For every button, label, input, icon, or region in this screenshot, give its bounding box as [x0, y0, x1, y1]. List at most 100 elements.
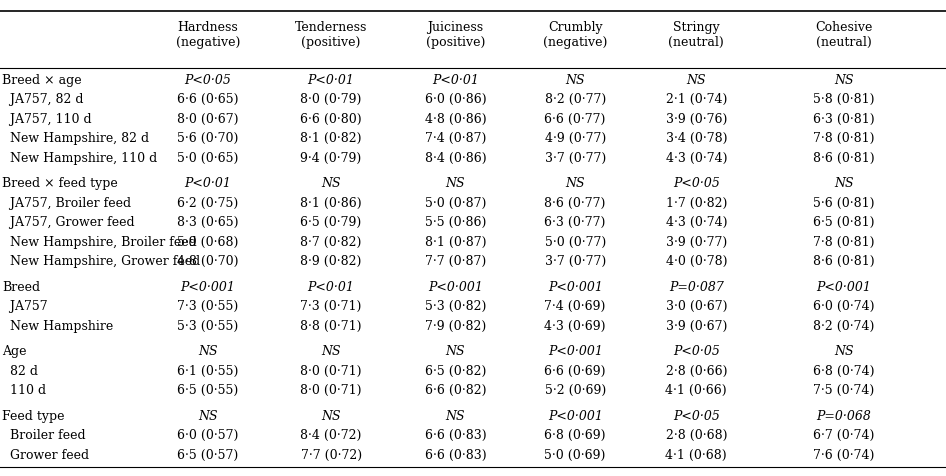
Text: 6·6 (0·69): 6·6 (0·69)	[544, 365, 606, 377]
Text: 3·4 (0·78): 3·4 (0·78)	[665, 132, 727, 145]
Text: 6·7 (0·74): 6·7 (0·74)	[814, 429, 874, 442]
Text: P<0·05: P<0·05	[673, 345, 720, 358]
Text: 9·4 (0·79): 9·4 (0·79)	[301, 152, 361, 165]
Text: NS: NS	[322, 177, 341, 190]
Text: 8·2 (0·74): 8·2 (0·74)	[814, 320, 874, 333]
Text: 5·8 (0·81): 5·8 (0·81)	[813, 93, 875, 106]
Text: 2·8 (0·68): 2·8 (0·68)	[665, 429, 727, 442]
Text: P=0·087: P=0·087	[669, 281, 724, 294]
Text: (positive): (positive)	[426, 36, 485, 49]
Text: 6·5 (0·79): 6·5 (0·79)	[301, 216, 361, 229]
Text: NS: NS	[566, 74, 585, 87]
Text: Juiciness: Juiciness	[428, 21, 483, 34]
Text: 4·3 (0·74): 4·3 (0·74)	[665, 216, 727, 229]
Text: 7·7 (0·87): 7·7 (0·87)	[425, 255, 486, 268]
Text: 6·6 (0·82): 6·6 (0·82)	[425, 384, 486, 397]
Text: 3·9 (0·77): 3·9 (0·77)	[666, 236, 727, 249]
Text: 3·7 (0·77): 3·7 (0·77)	[545, 152, 605, 165]
Text: 4·8 (0·86): 4·8 (0·86)	[425, 113, 486, 126]
Text: NS: NS	[446, 410, 465, 423]
Text: P<0·001: P<0·001	[548, 281, 603, 294]
Text: Hardness: Hardness	[178, 21, 238, 34]
Text: NS: NS	[322, 410, 341, 423]
Text: 4·1 (0·66): 4·1 (0·66)	[665, 384, 727, 397]
Text: Broiler feed: Broiler feed	[2, 429, 85, 442]
Text: 2·8 (0·66): 2·8 (0·66)	[665, 365, 727, 377]
Text: 4·3 (0·69): 4·3 (0·69)	[544, 320, 606, 333]
Text: P<0·01: P<0·01	[307, 281, 355, 294]
Text: 7·7 (0·72): 7·7 (0·72)	[301, 449, 361, 462]
Text: Age: Age	[2, 345, 26, 358]
Text: 4·1 (0·68): 4·1 (0·68)	[665, 449, 727, 462]
Text: Cohesive: Cohesive	[815, 21, 872, 34]
Text: Stringy: Stringy	[673, 21, 720, 34]
Text: New Hampshire, 82 d: New Hampshire, 82 d	[2, 132, 149, 145]
Text: NS: NS	[566, 177, 585, 190]
Text: 82 d: 82 d	[2, 365, 38, 377]
Text: 6·2 (0·75): 6·2 (0·75)	[178, 197, 238, 210]
Text: JA757: JA757	[2, 300, 47, 313]
Text: (neutral): (neutral)	[669, 36, 724, 49]
Text: P<0·05: P<0·05	[184, 74, 232, 87]
Text: 8·3 (0·65): 8·3 (0·65)	[177, 216, 239, 229]
Text: 5·0 (0·69): 5·0 (0·69)	[545, 449, 605, 462]
Text: 5·2 (0·69): 5·2 (0·69)	[545, 384, 605, 397]
Text: 6·6 (0·83): 6·6 (0·83)	[425, 449, 486, 462]
Text: 8·6 (0·77): 8·6 (0·77)	[545, 197, 605, 210]
Text: 4·8 (0·70): 4·8 (0·70)	[177, 255, 239, 268]
Text: NS: NS	[834, 74, 853, 87]
Text: P<0·05: P<0·05	[673, 410, 720, 423]
Text: 8·1 (0·82): 8·1 (0·82)	[300, 132, 362, 145]
Text: 6·0 (0·57): 6·0 (0·57)	[178, 429, 238, 442]
Text: NS: NS	[199, 410, 218, 423]
Text: JA757, 110 d: JA757, 110 d	[2, 113, 92, 126]
Text: NS: NS	[834, 345, 853, 358]
Text: P<0·01: P<0·01	[184, 177, 232, 190]
Text: NS: NS	[687, 74, 706, 87]
Text: 8·0 (0·71): 8·0 (0·71)	[300, 384, 362, 397]
Text: 8·7 (0·82): 8·7 (0·82)	[301, 236, 361, 249]
Text: 8·4 (0·86): 8·4 (0·86)	[425, 152, 486, 165]
Text: NS: NS	[446, 345, 465, 358]
Text: P<0·001: P<0·001	[548, 410, 603, 423]
Text: 6·0 (0·86): 6·0 (0·86)	[425, 93, 486, 106]
Text: P<0·01: P<0·01	[307, 74, 355, 87]
Text: P<0·01: P<0·01	[432, 74, 479, 87]
Text: P<0·001: P<0·001	[816, 281, 871, 294]
Text: Feed type: Feed type	[2, 410, 64, 423]
Text: 6·5 (0·82): 6·5 (0·82)	[425, 365, 486, 377]
Text: 5·6 (0·81): 5·6 (0·81)	[813, 197, 875, 210]
Text: Breed × age: Breed × age	[2, 74, 81, 87]
Text: 6·6 (0·77): 6·6 (0·77)	[545, 113, 605, 126]
Text: 8·1 (0·86): 8·1 (0·86)	[300, 197, 362, 210]
Text: (negative): (negative)	[543, 36, 607, 49]
Text: 8·0 (0·79): 8·0 (0·79)	[301, 93, 361, 106]
Text: 7·3 (0·55): 7·3 (0·55)	[178, 300, 238, 313]
Text: 7·3 (0·71): 7·3 (0·71)	[301, 300, 361, 313]
Text: 3·9 (0·67): 3·9 (0·67)	[666, 320, 727, 333]
Text: 2·1 (0·74): 2·1 (0·74)	[666, 93, 727, 106]
Text: New Hampshire, Broiler feed: New Hampshire, Broiler feed	[2, 236, 197, 249]
Text: JA757, 82 d: JA757, 82 d	[2, 93, 83, 106]
Text: 5·3 (0·55): 5·3 (0·55)	[178, 320, 238, 333]
Text: 3·9 (0·76): 3·9 (0·76)	[666, 113, 727, 126]
Text: P<0·001: P<0·001	[181, 281, 236, 294]
Text: 7·8 (0·81): 7·8 (0·81)	[813, 236, 875, 249]
Text: Crumbly: Crumbly	[548, 21, 603, 34]
Text: Breed: Breed	[2, 281, 40, 294]
Text: 7·4 (0·69): 7·4 (0·69)	[545, 300, 605, 313]
Text: Breed × feed type: Breed × feed type	[2, 177, 117, 190]
Text: 8·6 (0·81): 8·6 (0·81)	[813, 152, 875, 165]
Text: 6·0 (0·74): 6·0 (0·74)	[813, 300, 875, 313]
Text: 6·5 (0·57): 6·5 (0·57)	[178, 449, 238, 462]
Text: 5·5 (0·86): 5·5 (0·86)	[425, 216, 486, 229]
Text: 8·6 (0·81): 8·6 (0·81)	[813, 255, 875, 268]
Text: P<0·05: P<0·05	[673, 177, 720, 190]
Text: 4·0 (0·78): 4·0 (0·78)	[665, 255, 727, 268]
Text: 8·0 (0·67): 8·0 (0·67)	[177, 113, 239, 126]
Text: Grower feed: Grower feed	[2, 449, 89, 462]
Text: 6·1 (0·55): 6·1 (0·55)	[178, 365, 238, 377]
Text: Tenderness: Tenderness	[295, 21, 367, 34]
Text: 6·5 (0·81): 6·5 (0·81)	[813, 216, 875, 229]
Text: 7·8 (0·81): 7·8 (0·81)	[813, 132, 875, 145]
